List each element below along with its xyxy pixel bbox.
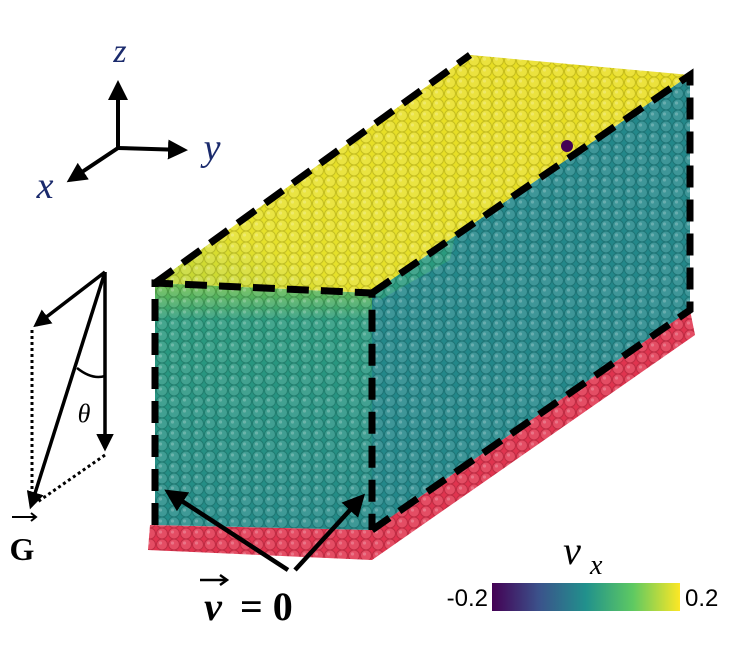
annotation-symbol: v: [204, 584, 223, 629]
colorbar-subscript: x: [589, 550, 603, 581]
colorbar-symbol: v: [563, 528, 581, 573]
axis-label-z: z: [112, 33, 126, 70]
coordinate-axes: [66, 80, 188, 183]
gravity-diagram: [12, 270, 114, 522]
axis-label-y: y: [200, 127, 221, 169]
colorbar-gradient: [492, 583, 680, 611]
axis-label-x: x: [36, 165, 54, 207]
angle-label: θ: [78, 399, 91, 428]
colorbar-max: 0.2: [685, 585, 718, 612]
colorbar: v x -0.2 0.2: [447, 528, 719, 612]
gravity-label: G: [10, 531, 35, 567]
annotation-arrows: [164, 489, 366, 587]
annotation-equals: = 0: [240, 584, 293, 629]
particle-box: [148, 52, 695, 560]
colorbar-min: -0.2: [447, 585, 488, 612]
